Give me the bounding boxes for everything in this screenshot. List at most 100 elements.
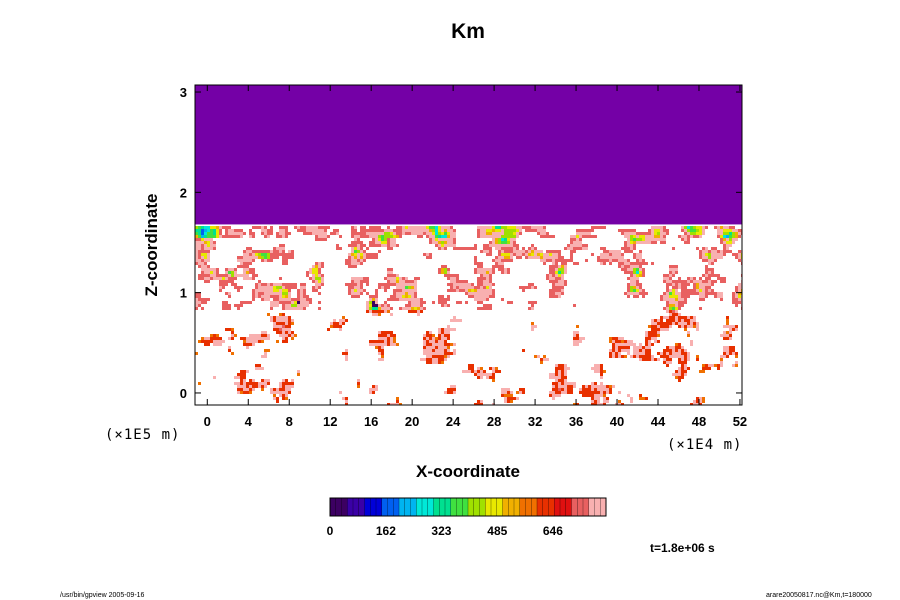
field-cell	[450, 277, 453, 280]
field-cell	[681, 289, 684, 292]
field-cell	[633, 292, 636, 295]
field-cell	[561, 283, 564, 286]
field-cell	[657, 334, 660, 337]
field-cell	[429, 361, 432, 364]
field-cell	[612, 385, 615, 388]
field-cell	[237, 232, 240, 235]
field-cell	[576, 403, 579, 405]
field-cell	[231, 334, 234, 337]
field-cell	[288, 388, 291, 391]
field-cell	[504, 253, 507, 256]
field-cell	[213, 232, 216, 235]
field-cell	[498, 259, 501, 262]
field-cell	[546, 235, 549, 238]
field-cell	[291, 334, 294, 337]
field-cell	[252, 340, 255, 343]
field-cell	[429, 340, 432, 343]
field-cell	[252, 334, 255, 337]
field-cell	[672, 349, 675, 352]
field-cell	[432, 352, 435, 355]
field-cell	[729, 349, 732, 352]
field-cell	[294, 334, 297, 337]
field-cell	[282, 259, 285, 262]
field-cell	[513, 253, 516, 256]
field-cell	[273, 283, 276, 286]
field-cell	[684, 301, 687, 304]
field-cell	[429, 334, 432, 337]
field-cell	[264, 253, 267, 256]
field-cell	[438, 343, 441, 346]
field-cell	[333, 232, 336, 235]
field-cell	[477, 376, 480, 379]
field-cell	[381, 346, 384, 349]
field-cell	[462, 280, 465, 283]
field-cell	[414, 286, 417, 289]
field-cell	[321, 262, 324, 265]
field-cell	[510, 394, 513, 397]
field-cell	[669, 325, 672, 328]
field-cell	[564, 388, 567, 391]
field-cell	[696, 232, 699, 235]
colorbar-cell	[329, 497, 337, 517]
field-cell	[537, 355, 540, 358]
field-cell	[441, 358, 444, 361]
field-cell	[231, 235, 234, 238]
field-cell	[426, 343, 429, 346]
field-cell	[279, 394, 282, 397]
field-cell	[477, 292, 480, 295]
field-cell	[597, 400, 600, 403]
field-cell	[264, 337, 267, 340]
field-cell	[294, 304, 297, 307]
field-cell	[621, 262, 624, 265]
field-cell	[285, 289, 288, 292]
field-cell	[441, 340, 444, 343]
field-cell	[273, 328, 276, 331]
field-cell	[444, 244, 447, 247]
field-cell	[561, 391, 564, 394]
field-cell	[648, 352, 651, 355]
field-cell	[675, 322, 678, 325]
field-cell	[276, 322, 279, 325]
field-cell	[570, 259, 573, 262]
field-cell	[234, 268, 237, 271]
field-cell	[258, 337, 261, 340]
field-cell	[492, 376, 495, 379]
field-cell	[636, 259, 639, 262]
field-cell	[297, 226, 300, 229]
field-cell	[618, 391, 621, 394]
x-tick-label: 48	[692, 414, 706, 429]
field-cell	[732, 232, 735, 235]
field-cell	[567, 259, 570, 262]
field-cell	[318, 301, 321, 304]
field-cell	[711, 268, 714, 271]
field-cell	[423, 253, 426, 256]
field-cell	[360, 244, 363, 247]
field-cell	[615, 355, 618, 358]
field-cell	[381, 307, 384, 310]
field-cell	[537, 250, 540, 253]
field-cell	[279, 289, 282, 292]
field-cell	[735, 229, 738, 232]
field-cell	[477, 280, 480, 283]
field-cell	[471, 289, 474, 292]
field-cell	[690, 229, 693, 232]
x-scale-label: (×1E4 m)	[667, 437, 742, 453]
field-cell	[630, 355, 633, 358]
field-cell	[642, 295, 645, 298]
field-cell	[738, 286, 741, 289]
field-cell	[258, 382, 261, 385]
field-cell	[465, 289, 468, 292]
field-cell	[429, 343, 432, 346]
field-cell	[666, 277, 669, 280]
field-cell	[633, 232, 636, 235]
field-cell	[438, 361, 441, 364]
field-cell	[699, 307, 702, 310]
field-cell	[720, 241, 723, 244]
field-cell	[333, 229, 336, 232]
field-cell	[651, 235, 654, 238]
field-cell	[639, 262, 642, 265]
field-cell	[723, 334, 726, 337]
field-cell	[195, 229, 198, 232]
colorbar-cell	[381, 497, 388, 517]
field-cell	[195, 256, 198, 259]
